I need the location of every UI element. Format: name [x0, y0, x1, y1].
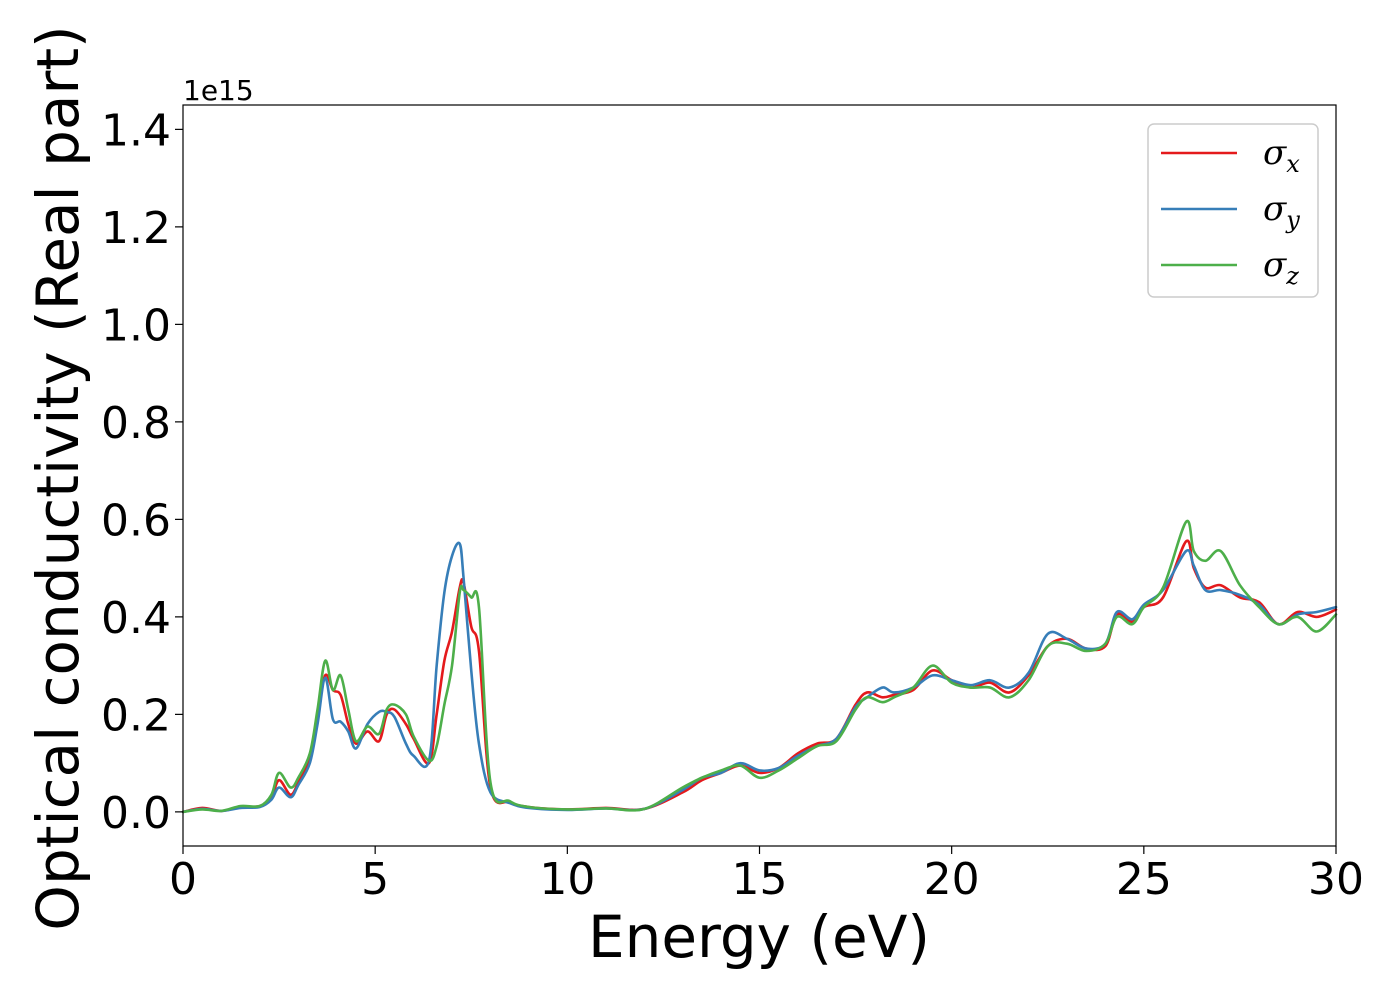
- y-tick-label: 0.8: [101, 398, 171, 449]
- x-ticks: 0 5 10 15 20 25 30: [169, 846, 1364, 905]
- x-tick-label: 0: [169, 854, 197, 905]
- legend-frame: [1147, 123, 1319, 298]
- legend-subscript: y: [1285, 206, 1300, 234]
- y-tick-label: 1.2: [101, 203, 171, 254]
- y-tick-label: 0.4: [101, 593, 171, 644]
- series-line-y: [181, 541, 1338, 814]
- y-tick-label: 0.0: [101, 788, 171, 839]
- x-tick-label: 5: [361, 854, 389, 905]
- x-axis-label: Energy (eV): [588, 903, 930, 971]
- x-tick-label: 30: [1308, 854, 1364, 905]
- x-tick-label: 20: [924, 854, 980, 905]
- y-axis-label: Optical conductivity (Real part): [24, 25, 92, 930]
- y-ticks: 0.0 0.2 0.4 0.6 0.8 1.0 1.2 1.4: [101, 105, 183, 839]
- y-tick-label: 1.0: [101, 300, 171, 351]
- x-tick-label: 25: [1116, 854, 1172, 905]
- legend-subscript: x: [1286, 150, 1300, 178]
- y-tick-label: 0.2: [101, 690, 171, 741]
- series-line-z: [181, 519, 1338, 814]
- y-offset-label: 1e15: [183, 74, 254, 107]
- y-tick-label: 0.6: [101, 495, 171, 546]
- x-tick-label: 15: [732, 854, 788, 905]
- x-tick-label: 10: [539, 854, 595, 905]
- y-tick-label: 1.4: [101, 105, 171, 156]
- legend-subscript: z: [1285, 262, 1299, 290]
- series-layer: [181, 519, 1338, 814]
